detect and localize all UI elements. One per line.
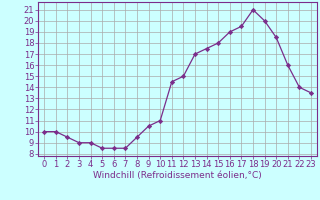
X-axis label: Windchill (Refroidissement éolien,°C): Windchill (Refroidissement éolien,°C)	[93, 171, 262, 180]
